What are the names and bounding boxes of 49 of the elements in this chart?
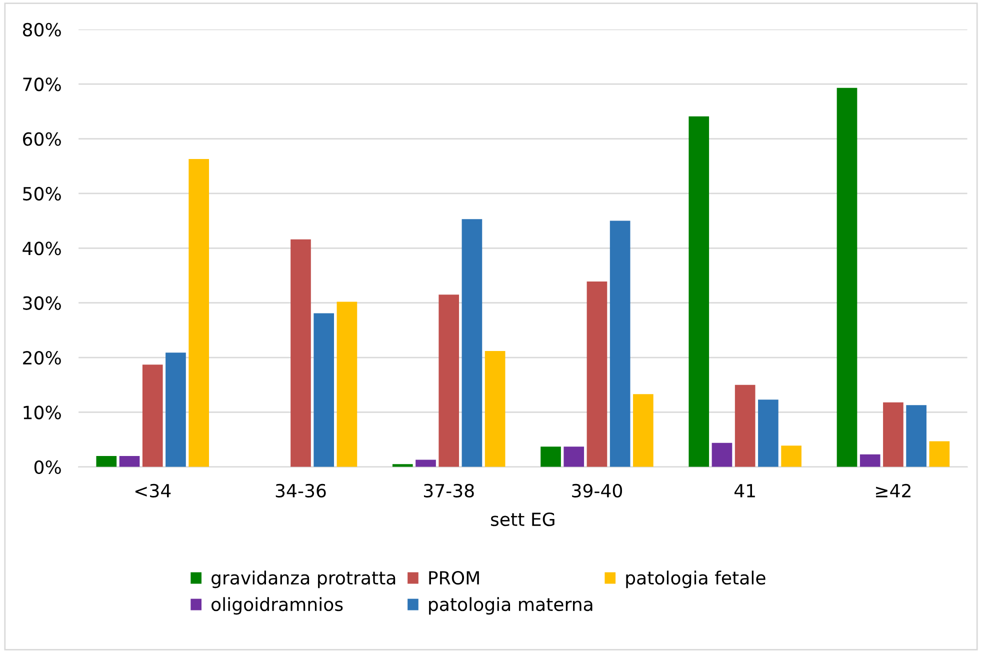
bar	[188, 158, 209, 467]
y-tick-label: 10%	[24, 406, 61, 420]
y-tick-label: 40%	[22, 242, 61, 256]
y-tick-label: 70%	[23, 78, 61, 92]
legend-label: PROM	[429, 570, 479, 585]
bar	[119, 456, 140, 467]
bar	[142, 364, 163, 467]
bar	[96, 456, 117, 467]
legend-label: gravidanza protratta	[212, 570, 396, 588]
bar	[540, 446, 561, 467]
bar	[336, 302, 358, 467]
y-tick-label: 60%	[23, 132, 61, 146]
y-tick-label: 50%	[23, 186, 61, 201]
x-tick-label: ≥42	[876, 484, 910, 498]
y-tick-label: 80%	[22, 22, 61, 36]
bar	[484, 350, 506, 467]
bar	[438, 294, 460, 467]
legend-label: patologia materna	[429, 597, 592, 615]
bar	[836, 88, 858, 467]
y-tick-label: 20%	[23, 350, 61, 365]
bar	[860, 454, 880, 467]
y-tick-label: 30%	[23, 296, 61, 310]
bar	[712, 442, 732, 467]
x-axis-title: sett EG	[490, 512, 554, 526]
x-tick-label: 37-38	[424, 484, 474, 498]
bar	[610, 220, 630, 467]
bar	[883, 402, 904, 467]
bar	[416, 460, 436, 467]
bar	[758, 400, 778, 467]
bar	[688, 116, 710, 467]
legend-label: oligoidramnios	[212, 597, 343, 615]
y-tick-label: 0%	[34, 460, 61, 474]
bar	[586, 282, 608, 467]
x-tick-label: 39-40	[572, 484, 622, 498]
x-tick-label: <34	[135, 484, 171, 498]
bar	[462, 219, 482, 467]
bar	[929, 441, 950, 467]
bar	[781, 446, 802, 467]
bar	[166, 352, 186, 467]
legend-label: patologia fetale	[626, 570, 766, 588]
x-tick-label: 41	[734, 484, 755, 498]
x-tick-label: 34-36	[276, 484, 326, 498]
bar	[734, 384, 756, 467]
bar	[314, 313, 334, 467]
bar	[290, 239, 311, 467]
bar	[906, 405, 926, 467]
bar	[564, 446, 584, 467]
bar	[633, 394, 654, 467]
bar	[392, 464, 413, 467]
